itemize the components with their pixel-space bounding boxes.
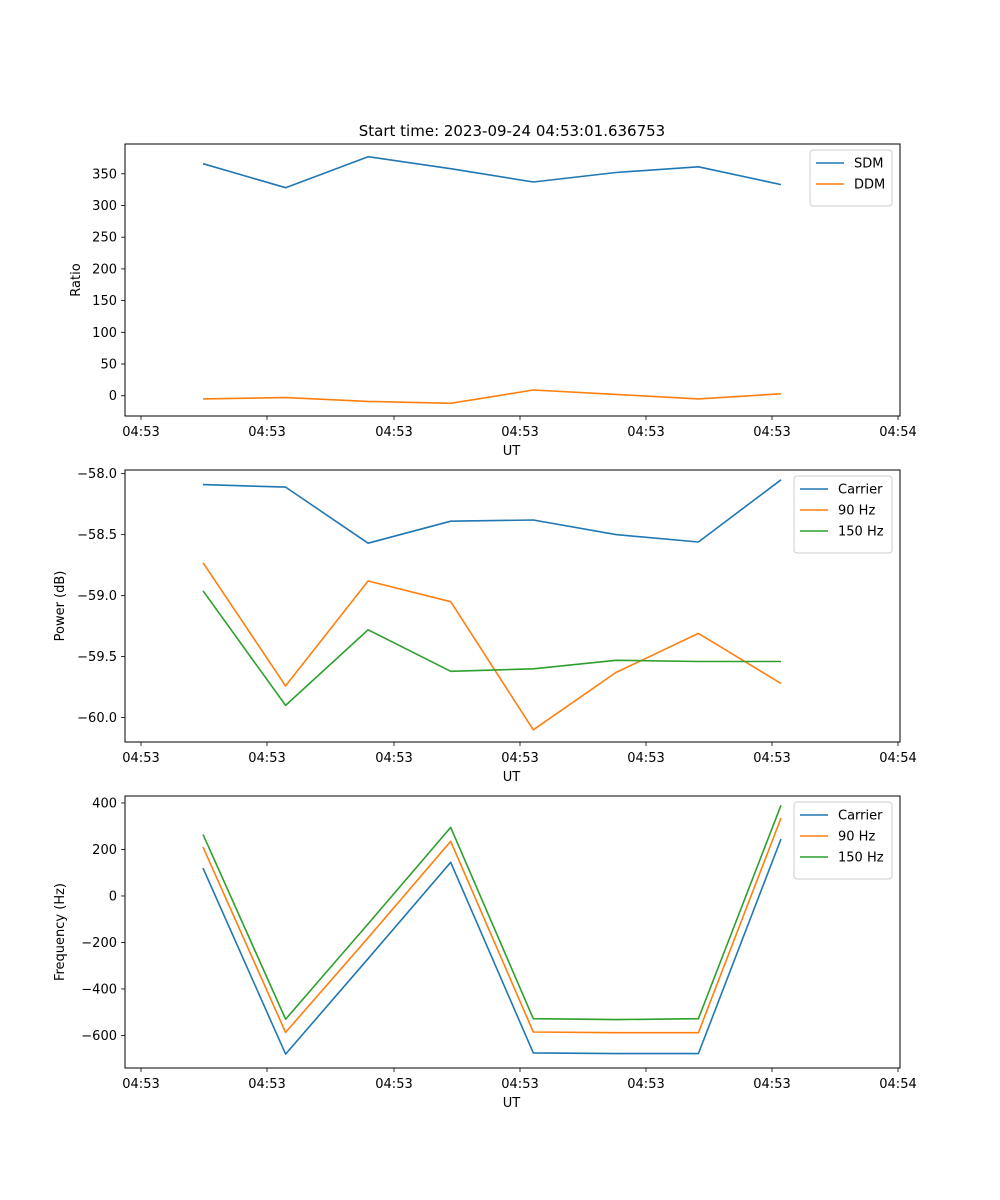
y-tick-label: 400 [92,796,117,811]
y-tick-label: 150 [92,294,117,309]
x-axis-label: UT [503,1096,521,1111]
plot-area [124,795,901,1069]
legend-label-150-hz: 150 Hz [838,851,884,866]
x-tick-label: 04:53 [627,425,664,440]
x-tick-label: 04:53 [501,425,538,440]
legend-frame [793,475,893,554]
x-tick-label: 04:53 [753,751,790,766]
y-tick-label: −60.0 [77,711,117,726]
y-tick-label: −58.5 [77,528,117,543]
x-axis-label: UT [503,770,521,785]
x-tick-label: 04:53 [627,1077,664,1092]
x-tick-label: 04:53 [753,425,790,440]
x-tick-label: 04:53 [248,751,285,766]
x-tick-label: 04:54 [879,751,916,766]
series-line-carrier [202,479,782,545]
legend-label-carrier: Carrier [838,809,883,824]
ratio-panel: 04:53 04:53 04:53 04:53 04:53 04:53 04:54 UT 0 50… [69,143,917,459]
series-line-carrier [202,838,782,1055]
y-tick-label: 0 [109,389,117,404]
power-panel: 04:53 04:53 04:53 04:53 04:53 04:53 04:54 UT −60… [53,467,917,785]
y-tick-label: −58.0 [77,467,117,482]
y-tick-label: −400 [81,982,117,997]
series-line-150-hz [202,805,782,1021]
y-tick-label: 0 [109,889,117,904]
y-tick-label: −200 [81,936,117,951]
y-tick-label: 350 [92,167,117,182]
x-tick-label: 04:54 [879,425,916,440]
legend-label-90-hz: 90 Hz [838,830,875,845]
x-tick-label: 04:53 [627,751,664,766]
x-tick-label: 04:53 [248,1077,285,1092]
y-tick-label: 300 [92,199,117,214]
legend-label-90-hz: 90 Hz [838,504,875,519]
y-tick-label: −59.0 [77,589,117,604]
legend-label-150-hz: 150 Hz [838,525,884,540]
frequency-panel: 04:53 04:53 04:53 04:53 04:53 04:53 04:54 UT −60… [53,795,917,1111]
series-line-90-hz [202,562,782,731]
y-tick-label: 100 [92,326,117,341]
y-tick-label: −59.5 [77,650,117,665]
y-tick-label: 200 [92,262,117,277]
x-tick-label: 04:53 [122,751,159,766]
plot-area [124,469,901,743]
legend: Carrier 90 Hz 150 Hz [793,801,893,880]
chart-title: Start time: 2023-09-24 04:53:01.636753 [359,122,665,140]
y-axis-label: Frequency (Hz) [53,883,68,981]
legend-label-ddm: DDM [854,178,885,193]
x-tick-label: 04:53 [375,1077,412,1092]
y-axis-label: Ratio [69,263,84,296]
legend-label-carrier: Carrier [838,483,883,498]
series-line-150-hz [202,590,781,707]
y-tick-label: −600 [81,1029,117,1044]
legend-label-sdm: SDM [854,157,883,172]
x-tick-label: 04:54 [879,1077,916,1092]
x-tick-label: 04:53 [248,425,285,440]
series-line-ddm [202,389,782,405]
x-tick-label: 04:53 [501,751,538,766]
y-tick-label: 200 [92,843,117,858]
series-line-sdm [202,155,782,189]
legend: Carrier 90 Hz 150 Hz [793,475,893,554]
y-tick-label: 50 [100,358,117,373]
y-axis-label: Power (dB) [53,571,68,642]
x-tick-label: 04:53 [122,1077,159,1092]
legend-frame [809,149,893,207]
legend: SDM DDM [809,149,893,207]
x-tick-label: 04:53 [753,1077,790,1092]
x-axis-label: UT [503,444,521,459]
x-tick-label: 04:53 [375,425,412,440]
plot-area [124,143,901,417]
x-tick-label: 04:53 [501,1077,538,1092]
x-tick-label: 04:53 [375,751,412,766]
legend-frame [793,801,893,880]
series-line-90-hz [202,817,782,1034]
y-tick-label: 250 [92,231,117,246]
x-tick-label: 04:53 [122,425,159,440]
